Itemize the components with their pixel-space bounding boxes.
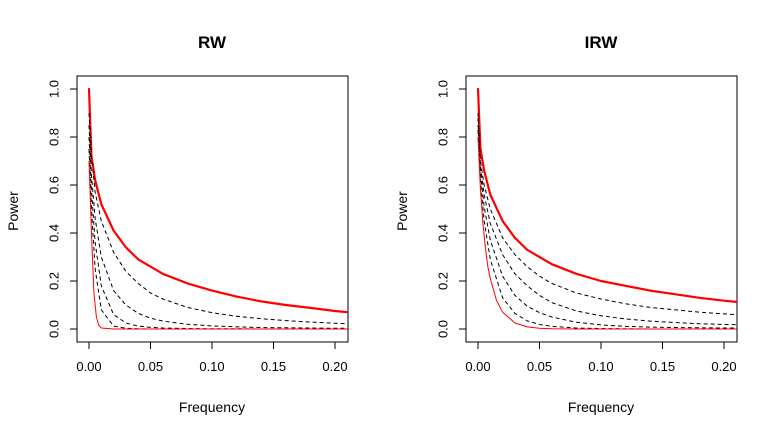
y-tick-label: 0.0 — [47, 320, 62, 338]
x-tick-label: 0.10 — [588, 359, 613, 374]
x-tick-label: 0.20 — [711, 359, 736, 374]
x-tick-label: 0.20 — [322, 359, 347, 374]
x-tick-label: 0.15 — [650, 359, 675, 374]
y-tick-label: 0.4 — [436, 224, 451, 242]
y-tick-label: 1.0 — [436, 80, 451, 98]
x-tick-label: 0.15 — [261, 359, 286, 374]
panel-rw: RW Frequency Power 0.00 0.05 0.10 0.15 0.200… — [5, 33, 349, 415]
y-axis-label: Power — [394, 191, 410, 231]
series-line-0 — [476, 87, 737, 303]
x-tick-label: 0.00 — [76, 359, 101, 374]
plot-area: 0.00 0.05 0.10 0.15 0.20 0.0 0.2 0.4 0.6 0.8 1.0 — [47, 75, 349, 374]
series-line-1 — [88, 112, 348, 325]
x-tick-label: 0.10 — [199, 359, 224, 374]
panel-irw: IRW Frequency Power 0.00 0.05 0.10 0.15 0.20… — [394, 33, 738, 415]
series-line-2 — [477, 117, 737, 326]
y-tick-label: 0.6 — [436, 176, 451, 194]
chart-title: RW — [198, 33, 227, 52]
y-tick-label: 0.2 — [436, 272, 451, 290]
x-axis-label: Frequency — [568, 399, 634, 415]
y-axis-label: Power — [5, 191, 21, 231]
y-tick-label: 0.2 — [47, 272, 62, 290]
y-tick-label: 0.4 — [47, 224, 62, 242]
x-tick-label: 0.05 — [138, 359, 163, 374]
y-tick-label: 0.0 — [436, 320, 451, 338]
y-tick-label: 0.8 — [47, 128, 62, 146]
series-line-2 — [88, 124, 348, 329]
y-tick-label: 1.0 — [47, 80, 62, 98]
series-line-0 — [87, 87, 348, 314]
x-tick-label: 0.00 — [465, 359, 490, 374]
plot-area: 0.00 0.05 0.10 0.15 0.20 0.0 0.2 0.4 0.6 0.8 1.0 — [436, 75, 738, 374]
y-tick-label: 0.6 — [47, 176, 62, 194]
y-tick-label: 0.8 — [436, 128, 451, 146]
x-tick-label: 0.05 — [527, 359, 552, 374]
series-line-1 — [477, 112, 737, 316]
series-line-5 — [477, 136, 737, 330]
series-line-3 — [477, 124, 737, 329]
chart-title: IRW — [585, 33, 619, 52]
series-line-5 — [88, 160, 348, 330]
x-axis-label: Frequency — [179, 399, 245, 415]
